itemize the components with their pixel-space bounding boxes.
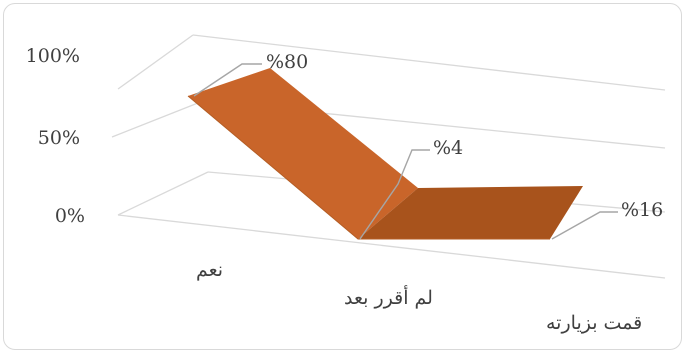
gridline-wall-50 bbox=[111, 100, 204, 138]
series-front-edge bbox=[187, 95, 550, 240]
wall-top-line bbox=[192, 34, 666, 91]
leader-line-1 bbox=[193, 63, 262, 97]
series-face-flat bbox=[358, 186, 583, 239]
gridline-wall-100 bbox=[117, 34, 194, 90]
data-labels: %80 %4 %16 bbox=[266, 51, 663, 221]
gridlines bbox=[111, 34, 666, 279]
data-label: %16 bbox=[621, 199, 663, 221]
category-label: قمت بزيارته bbox=[546, 312, 642, 334]
leader-line-2 bbox=[359, 149, 430, 240]
leader-lines bbox=[193, 63, 618, 240]
floor-front-line bbox=[117, 214, 666, 279]
data-label: %80 bbox=[266, 51, 308, 73]
y-tick-label: 50% bbox=[38, 127, 80, 149]
gridline-wall-0 bbox=[117, 171, 209, 216]
y-axis-ticks: 100% 50% 0% bbox=[26, 45, 85, 227]
y-tick-label: 0% bbox=[55, 205, 85, 227]
category-label: نعم bbox=[196, 259, 223, 281]
category-label: لم أقرر بعد bbox=[344, 284, 433, 309]
leader-line-3 bbox=[551, 211, 618, 240]
y-tick-label: 100% bbox=[26, 45, 80, 67]
category-labels: نعم لم أقرر بعد قمت بزيارته bbox=[196, 259, 642, 334]
series-face-ramp bbox=[188, 68, 418, 239]
data-label: %4 bbox=[433, 137, 463, 159]
series-area bbox=[187, 68, 583, 240]
